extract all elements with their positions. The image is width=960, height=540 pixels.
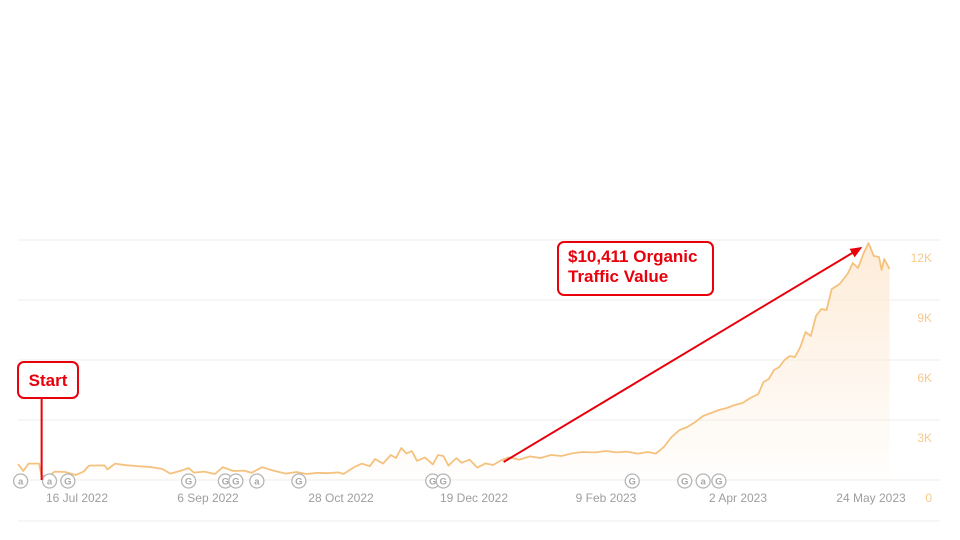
y-tick-label: 0 <box>925 491 932 505</box>
start-callout: Start <box>17 361 79 399</box>
marker-circle <box>624 473 640 489</box>
ahrefs-update-icon: a <box>249 473 265 489</box>
callout-value-line2: Traffic Value <box>568 267 669 286</box>
marker-glyph: G <box>64 477 71 488</box>
marker-glyph: G <box>232 477 239 488</box>
marker-glyph: G <box>629 477 636 488</box>
x-axis-ticks: 16 Jul 2022 6 Sep 2022 28 Oct 2022 19 Dec 2… <box>46 491 906 505</box>
marker-glyph: a <box>18 477 24 488</box>
x-tick-label: 24 May 2023 <box>836 491 906 505</box>
marker-circle <box>228 473 244 489</box>
series-area <box>18 243 890 480</box>
google-update-icon: G <box>677 473 693 489</box>
annotations <box>40 246 863 480</box>
marker-circle <box>60 473 76 489</box>
y-axis-ticks: 12K 9K 6K 3K 0 <box>911 251 933 505</box>
google-update-icon: G <box>60 473 76 489</box>
marker-glyph: G <box>222 477 229 488</box>
google-update-icon: G <box>711 473 727 489</box>
marker-circle <box>180 473 197 489</box>
marker-glyph: G <box>681 477 688 488</box>
google-update-icon: G <box>228 473 244 489</box>
y-tick-label: 9K <box>917 311 932 325</box>
marker-glyph: G <box>715 477 722 488</box>
marker-glyph: a <box>700 477 706 488</box>
ahrefs-update-icon: a <box>41 473 58 489</box>
marker-glyph: a <box>47 477 53 488</box>
x-tick-label: 19 Dec 2022 <box>440 491 508 505</box>
marker-glyph: G <box>440 477 447 488</box>
y-tick-label: 6K <box>917 371 932 385</box>
y-tick-label: 12K <box>911 251 932 265</box>
x-tick-label: 2 Apr 2023 <box>709 491 767 505</box>
google-update-icon: G <box>291 473 307 489</box>
marker-circle <box>695 473 711 489</box>
marker-glyph: G <box>429 477 436 488</box>
marker-glyph: a <box>254 477 260 488</box>
marker-circle <box>41 473 58 489</box>
marker-glyph: G <box>185 477 192 488</box>
marker-circle <box>677 473 693 489</box>
x-tick-label: 28 Oct 2022 <box>308 491 374 505</box>
ahrefs-update-icon: a <box>695 473 711 489</box>
marker-circle <box>291 473 307 489</box>
traffic-value-callout: $10,411 Organic Traffic Value <box>557 241 714 296</box>
x-tick-label: 9 Feb 2023 <box>576 491 637 505</box>
callout-value-line1: $10,411 Organic <box>568 247 698 266</box>
x-tick-label: 6 Sep 2022 <box>177 491 239 505</box>
x-tick-label: 16 Jul 2022 <box>46 491 108 505</box>
ahrefs-update-icon: a <box>12 473 29 489</box>
marker-circle <box>711 473 727 489</box>
growth-arrow <box>503 246 863 463</box>
y-tick-label: 3K <box>917 431 932 445</box>
marker-glyph: G <box>295 477 302 488</box>
google-update-icon: G <box>180 473 197 489</box>
google-update-icon: G <box>624 473 640 489</box>
marker-circle <box>435 473 451 489</box>
marker-circle <box>12 473 29 489</box>
marker-circle <box>249 473 265 489</box>
google-update-icon: G <box>435 473 451 489</box>
series-line <box>17 242 891 477</box>
